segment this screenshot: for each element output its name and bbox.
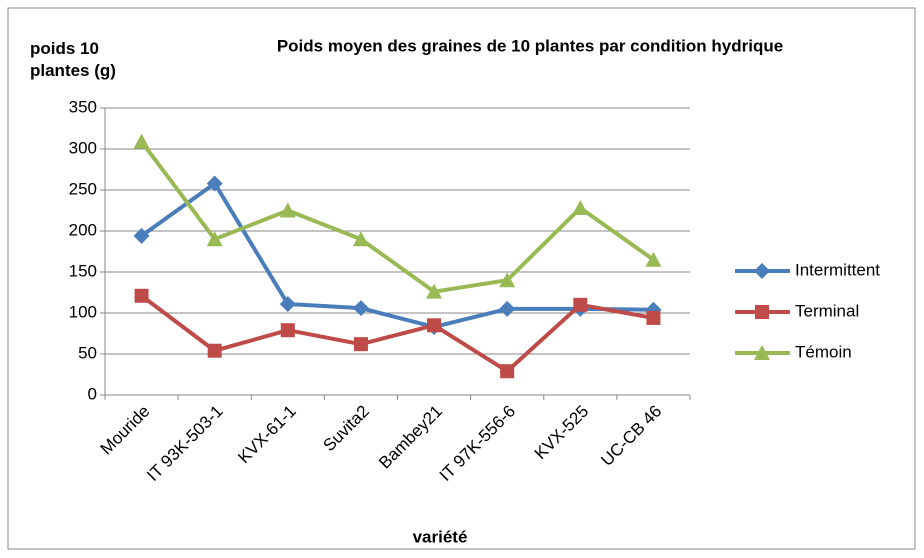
data-point: [352, 300, 369, 317]
x-tick-label: Suvita2: [319, 402, 373, 456]
data-point: [279, 202, 296, 218]
series-line: [139, 140, 655, 294]
data-point: [499, 272, 516, 288]
x-tick-label: KVX-525: [531, 402, 593, 464]
chart-border: [7, 7, 916, 550]
y-tick-label: 100: [69, 302, 97, 321]
data-point: [207, 343, 222, 358]
data-point: [134, 288, 149, 303]
data-point: [499, 300, 516, 317]
y-tick-label: 350: [69, 97, 97, 116]
y-tick-label: 150: [69, 261, 97, 280]
data-point: [133, 227, 150, 244]
series-line: [140, 181, 654, 329]
legend-marker: [754, 345, 770, 360]
data-point: [426, 283, 443, 299]
y-tick-label: 0: [88, 384, 97, 403]
x-axis-title: variété: [413, 527, 468, 546]
x-tick-label: IT 97K-556-6: [436, 402, 519, 485]
data-point: [573, 297, 588, 312]
y-tick-label: 50: [78, 343, 97, 362]
y-tick-label: 300: [69, 138, 97, 157]
x-tick-label: KVX-61-1: [234, 402, 300, 468]
legend-label: Témoin: [795, 342, 852, 361]
legend-marker: [754, 263, 770, 279]
data-point: [206, 231, 223, 247]
data-point: [280, 323, 295, 338]
data-point: [500, 364, 515, 379]
data-point: [352, 231, 369, 247]
legend-label: Intermittent: [795, 260, 880, 279]
y-tick-label: 200: [69, 220, 97, 239]
data-point: [133, 133, 150, 149]
chart-title: Poids moyen des graines de 10 plantes pa…: [277, 36, 783, 55]
x-tick-label: Mouride: [97, 402, 154, 459]
data-point: [427, 318, 442, 333]
data-point: [572, 200, 589, 216]
data-point: [645, 251, 662, 267]
x-tick-label: UC-CB 46: [597, 402, 665, 470]
data-point: [353, 337, 368, 352]
data-point: [646, 310, 661, 325]
data-point: [279, 295, 296, 312]
legend-label: Terminal: [795, 301, 859, 320]
series-line: [140, 294, 654, 374]
x-tick-label: IT 93K-503-1: [143, 402, 226, 485]
y-axis-title: poids 10 plantes (g): [30, 39, 116, 80]
y-tick-label: 250: [69, 179, 97, 198]
x-tick-label: Bambey21: [375, 402, 446, 473]
data-point: [206, 175, 223, 192]
legend-marker: [755, 305, 769, 319]
